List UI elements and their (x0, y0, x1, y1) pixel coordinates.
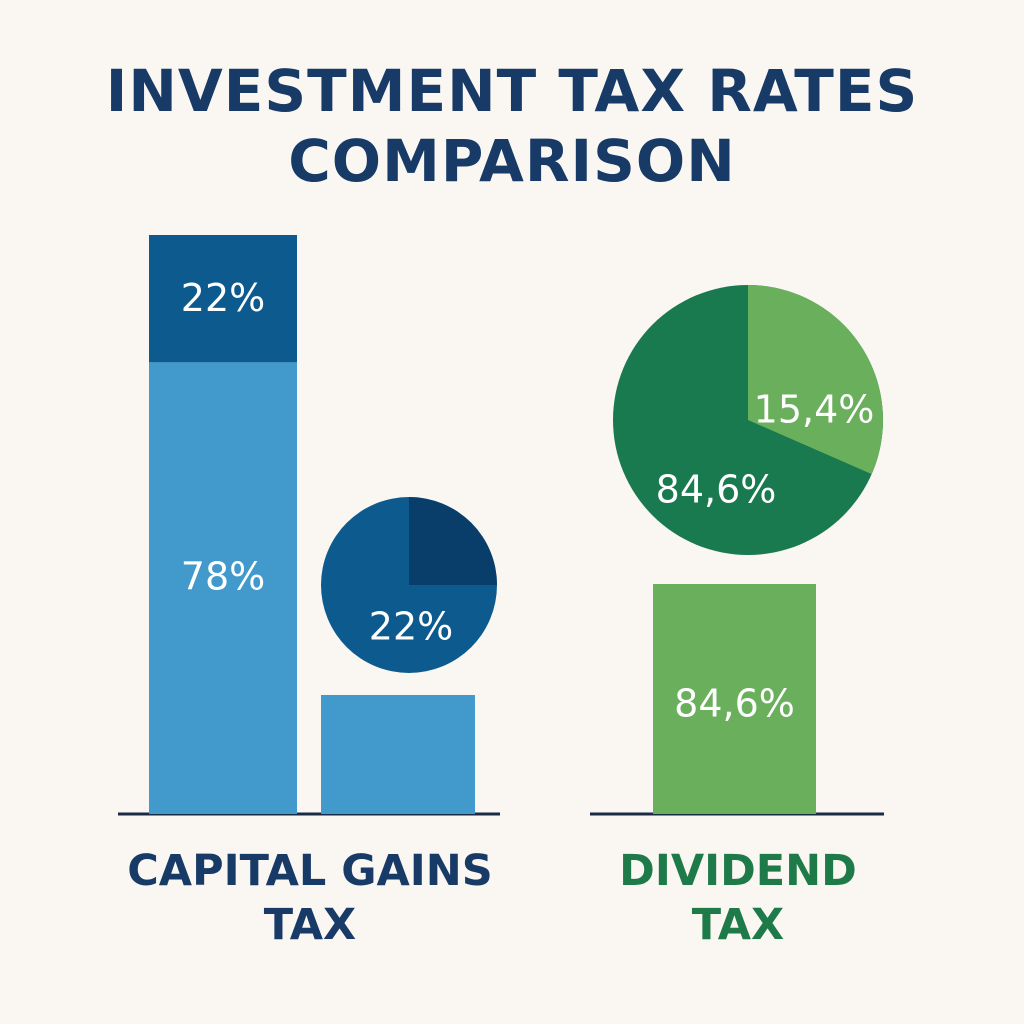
dividend-group: 15,4% 84,6% 84,6% (590, 285, 884, 816)
capital-gains-group: 22% 78% 22% (118, 235, 500, 816)
chart-title: INVESTMENT TAX RATES COMPARISON (0, 56, 1024, 196)
stacked-bar-label-top: 22% (181, 276, 265, 320)
capital-gains-pie-slice-highlight (409, 497, 497, 585)
dividend-bar-label: 84,6% (674, 682, 795, 726)
stacked-bar-segment-bottom (149, 362, 297, 814)
title-line-1: INVESTMENT TAX RATES (105, 57, 919, 125)
dividend-label-line-1: DIVIDEND (619, 846, 857, 896)
capital-gains-pie-label: 22% (369, 605, 453, 649)
dividend-pie-label-large: 84,6% (656, 468, 777, 512)
small-bar (321, 695, 475, 814)
stacked-bar-segment-top (149, 235, 297, 363)
title-line-2: COMPARISON (288, 127, 736, 195)
capital-gains-label-line-1: CAPITAL GAINS (127, 846, 493, 896)
dividend-pie-label-small: 15,4% (754, 388, 875, 432)
dividend-pie-slice-small (748, 285, 884, 475)
dividend-label-line-2: TAX (691, 900, 785, 950)
capital-gains-label: CAPITAL GAINS TAX (110, 844, 510, 952)
capital-gains-label-line-2: TAX (263, 900, 357, 950)
dividend-bar (653, 584, 816, 814)
stacked-bar-label-bottom: 78% (181, 555, 265, 599)
dividend-label: DIVIDEND TAX (588, 844, 888, 952)
